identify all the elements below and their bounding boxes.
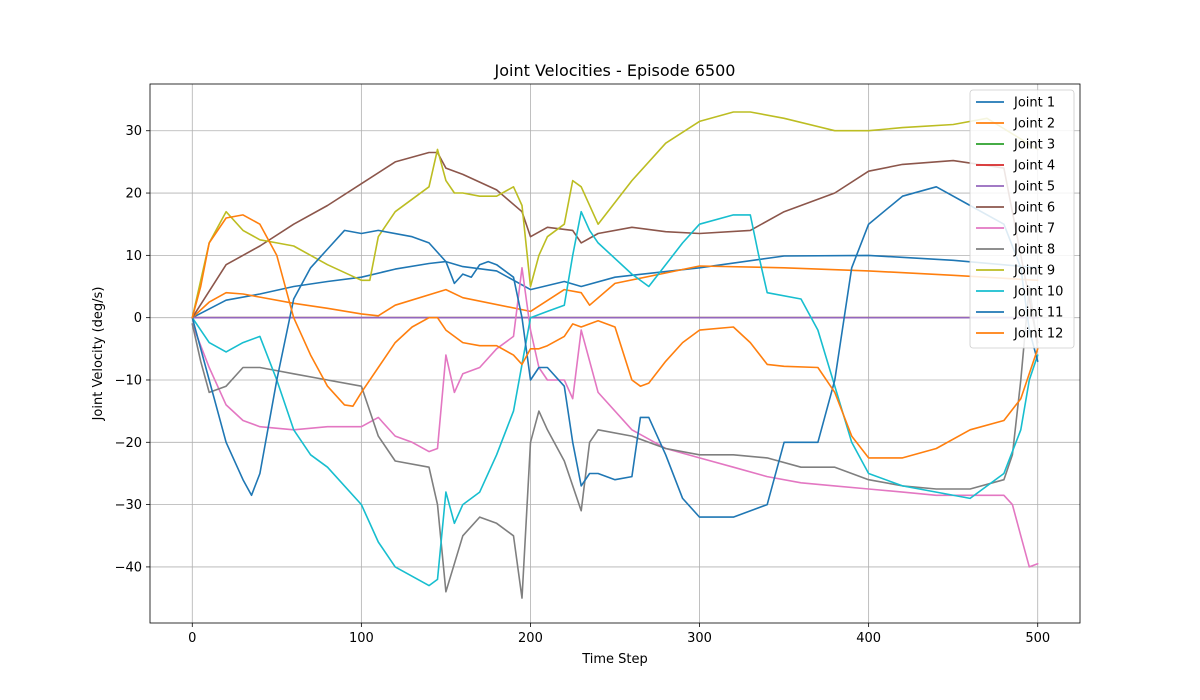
y-tick-label: 30 [125, 124, 142, 139]
x-tick-label: 0 [188, 631, 196, 646]
legend-label-joint-12: Joint 12 [1013, 327, 1063, 342]
y-axis-label: Joint Velocity (deg/s) [91, 287, 106, 422]
y-tick-label: −30 [115, 498, 142, 513]
series-line-joint-2 [191, 265, 1039, 319]
series-line-joint-11 [191, 186, 1039, 518]
series-line-joint-6 [191, 151, 1039, 344]
legend-label-joint-11: Joint 11 [1013, 306, 1063, 321]
legend-label-joint-7: Joint 7 [1013, 222, 1055, 237]
chart-title: Joint Velocities - Episode 6500 [494, 61, 736, 80]
legend-label-joint-2: Joint 2 [1013, 117, 1055, 132]
legend-label-joint-6: Joint 6 [1013, 201, 1055, 216]
y-tick-label: 20 [125, 187, 142, 202]
series-line-joint-12 [191, 214, 1039, 459]
legend-label-joint-4: Joint 4 [1013, 159, 1055, 174]
legend-box [969, 89, 1075, 349]
grid-lines [150, 84, 1080, 623]
y-tick-label: −20 [115, 436, 142, 451]
x-axis-label: Time Step [581, 652, 648, 667]
series-line-joint-10 [191, 210, 1039, 587]
y-tick-label: −40 [115, 560, 142, 575]
plot-area-frame [149, 83, 1081, 624]
legend: Joint 1 Joint 2 Joint 3 Joint 4 Joint 5 Joint… [969, 89, 1075, 349]
series-line-joint-1 [191, 254, 1039, 319]
y-tick-label: 0 [134, 311, 142, 326]
legend-label-joint-3: Joint 3 [1013, 138, 1055, 153]
legend-label-joint-5: Joint 5 [1013, 180, 1055, 195]
x-tick-label: 500 [1025, 631, 1050, 646]
y-tick-label: −10 [115, 373, 142, 388]
x-tick-label: 400 [856, 631, 881, 646]
x-tick-label: 100 [349, 631, 374, 646]
series-lines [191, 111, 1039, 599]
legend-label-joint-10: Joint 10 [1013, 285, 1063, 300]
y-tick-label: 10 [125, 249, 142, 264]
x-axis-ticks: 0 100 200 300 400 500 [188, 623, 1050, 646]
legend-label-joint-9: Joint 9 [1013, 264, 1055, 279]
x-tick-label: 200 [518, 631, 543, 646]
y-axis-ticks: −40 −30 −20 −10 0 10 20 30 [115, 124, 150, 575]
legend-label-joint-8: Joint 8 [1013, 243, 1055, 258]
series-line-joint-9 [191, 111, 1039, 319]
x-tick-label: 300 [687, 631, 712, 646]
series-line-joint-7 [191, 266, 1039, 568]
legend-label-joint-1: Joint 1 [1013, 96, 1055, 111]
